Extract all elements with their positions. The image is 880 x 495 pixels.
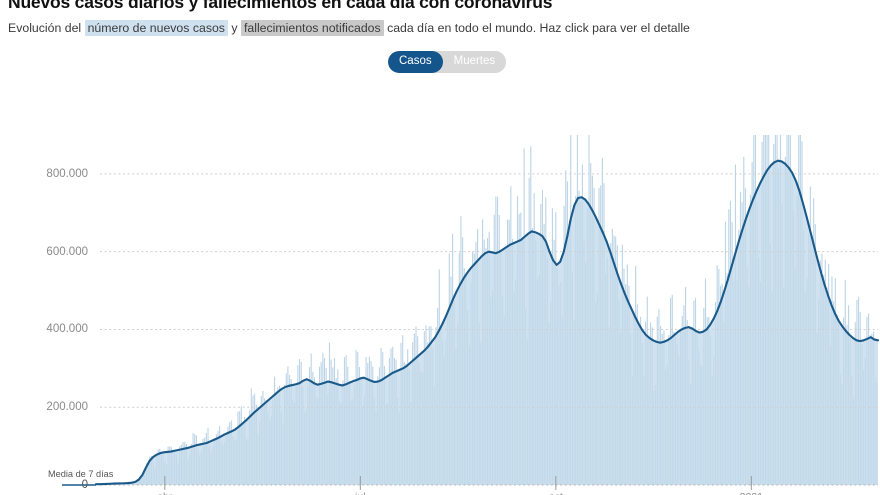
- page-title: Nuevos casos diarios y fallecimientos en…: [8, 0, 553, 12]
- toggle-option-casos[interactable]: Casos: [388, 51, 443, 73]
- x-tick-label: jul: [355, 491, 366, 495]
- y-axis-labels: 0 200.000 400.000 600.000 800.000: [0, 80, 96, 495]
- chart-canvas[interactable]: [0, 80, 880, 495]
- x-tick-label: 2021: [740, 491, 763, 495]
- y-tick-label: 0: [81, 479, 88, 491]
- subtitle-highlight-cases[interactable]: número de nuevos casos: [84, 20, 228, 36]
- subtitle-pre: Evolución del: [8, 21, 85, 35]
- y-tick-label: 600.000: [46, 245, 88, 258]
- page-subtitle: Evolución del número de nuevos casos y f…: [8, 20, 868, 36]
- subtitle-highlight-deaths[interactable]: fallecimientos notificados: [240, 20, 384, 36]
- series-toggle[interactable]: Casos Muertes: [388, 51, 507, 73]
- y-tick-label: 200.000: [46, 401, 88, 414]
- toggle-option-muertes[interactable]: Muertes: [442, 51, 507, 73]
- subtitle-mid: y: [227, 21, 241, 35]
- chart-plot-area[interactable]: 0 200.000 400.000 600.000 800.000 abr jul oct 2…: [0, 80, 880, 495]
- x-tick-label: oct: [549, 491, 563, 495]
- y-tick-label: 400.000: [46, 323, 88, 336]
- y-tick-label: 800.000: [46, 167, 88, 180]
- rolling-mean-annotation: Media de 7 días: [48, 469, 114, 479]
- x-tick-label: abr: [157, 491, 172, 495]
- x-axis-labels: abr jul oct 2021: [0, 80, 880, 495]
- subtitle-post: cada día en todo el mundo. Haz click par…: [383, 21, 690, 35]
